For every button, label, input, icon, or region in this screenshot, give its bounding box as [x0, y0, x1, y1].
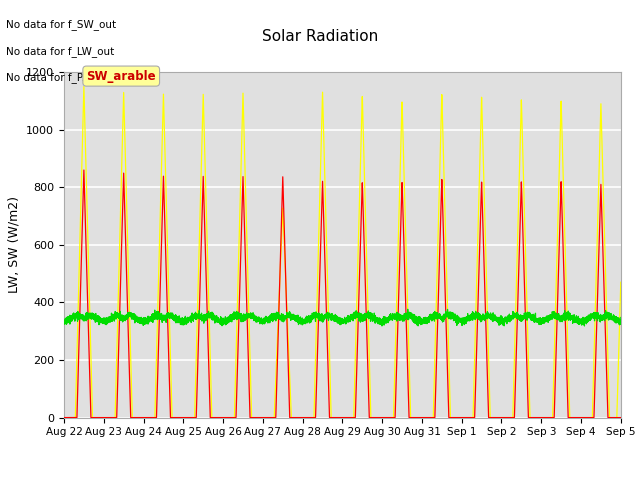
Text: SW_arable: SW_arable — [86, 70, 156, 83]
Text: Solar Radiation: Solar Radiation — [262, 29, 378, 44]
Text: No data for f_PAR_out: No data for f_PAR_out — [6, 72, 120, 83]
Text: No data for f_LW_out: No data for f_LW_out — [6, 46, 115, 57]
Text: No data for f_SW_out: No data for f_SW_out — [6, 19, 116, 30]
Legend: SW_in, LW_in, PAR_in: SW_in, LW_in, PAR_in — [199, 476, 486, 480]
Y-axis label: LW, SW (W/m2): LW, SW (W/m2) — [8, 196, 20, 293]
